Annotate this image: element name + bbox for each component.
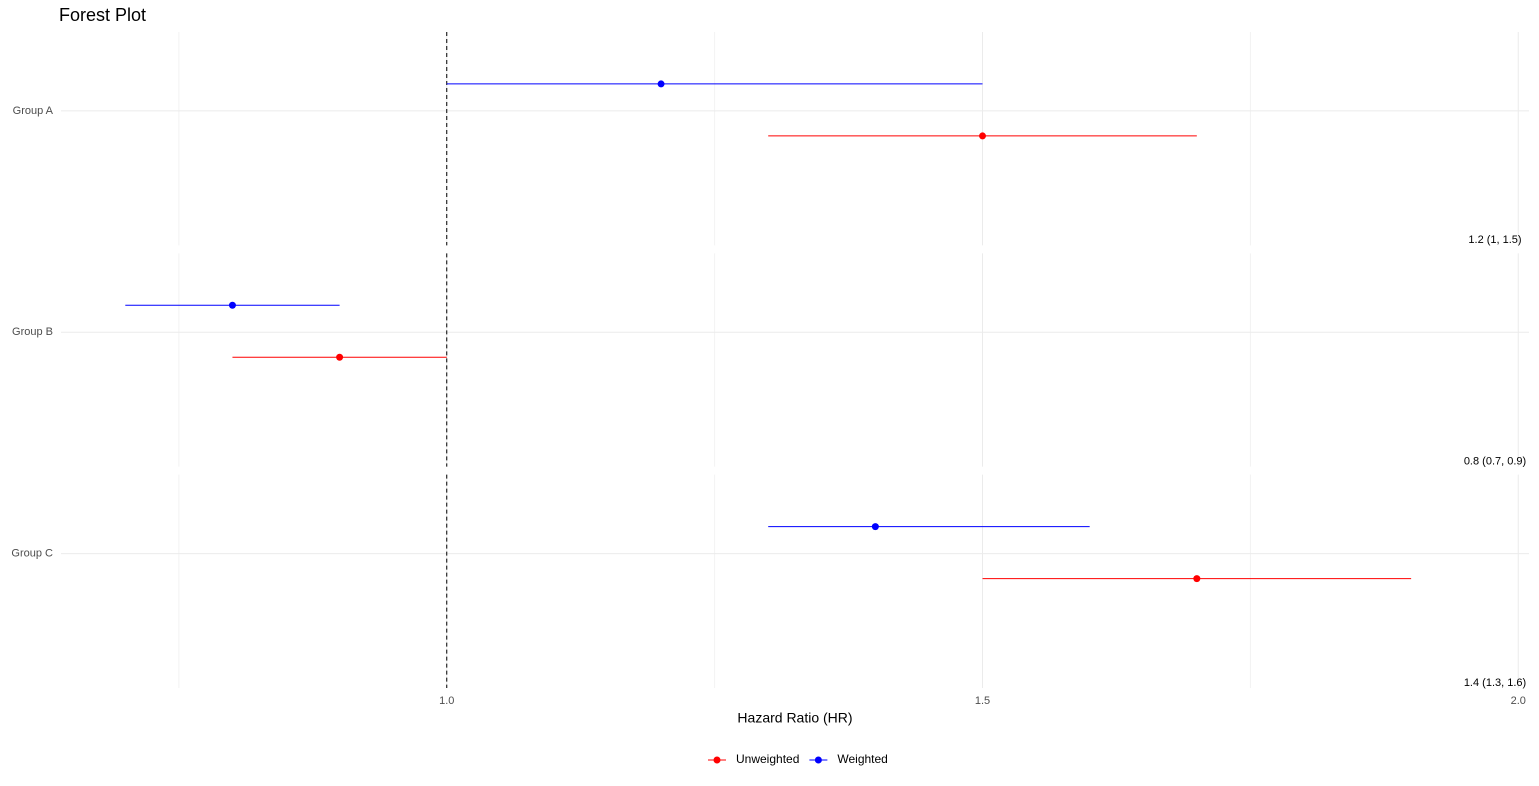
chart-title: Forest Plot	[59, 5, 146, 25]
point	[871, 523, 879, 531]
y-tick-label: Group C	[11, 548, 53, 560]
x-tick-label: 2.0	[1511, 695, 1526, 707]
point	[657, 80, 665, 88]
legend-point	[814, 756, 822, 764]
point	[228, 301, 236, 309]
x-tick-label: 1.5	[975, 695, 990, 707]
x-axis-title: Hazard Ratio (HR)	[737, 710, 852, 726]
annotation: 1.2 (1, 1.5)	[1468, 234, 1521, 246]
legend-label: Weighted	[837, 752, 887, 766]
point	[336, 353, 344, 361]
x-tick-label: 1.0	[439, 695, 454, 707]
annotation: 0.8 (0.7, 0.9)	[1464, 456, 1526, 468]
legend-label: Unweighted	[736, 752, 799, 766]
annotation: 1.4 (1.3, 1.6)	[1464, 677, 1526, 689]
y-tick-label: Group B	[12, 326, 53, 338]
point	[979, 132, 987, 140]
legend-point	[713, 756, 721, 764]
y-tick-label: Group A	[13, 105, 54, 117]
point	[1193, 575, 1201, 583]
